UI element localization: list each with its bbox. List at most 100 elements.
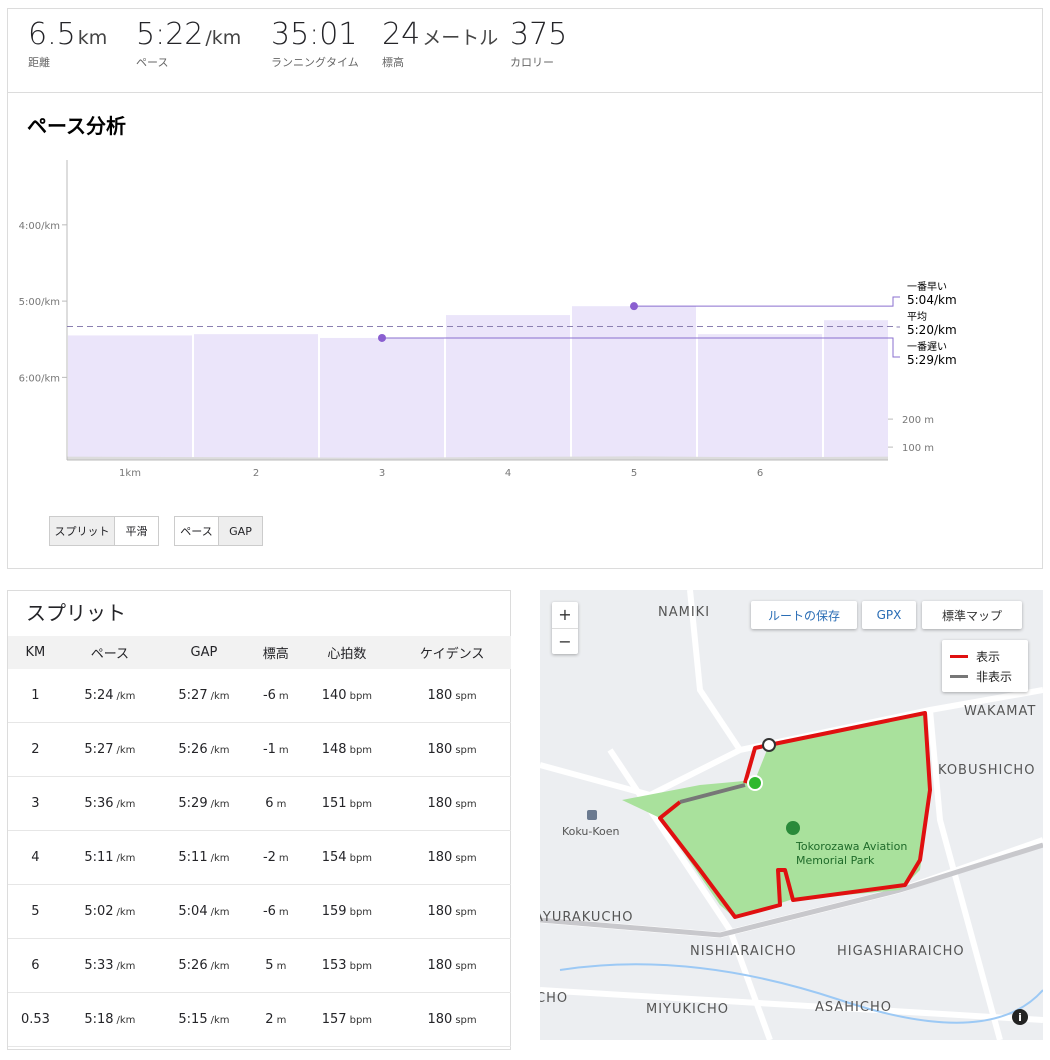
table-cell: 5:11/km bbox=[156, 830, 251, 885]
x-tick-label: 5 bbox=[631, 468, 637, 479]
cell-unit: m bbox=[276, 1015, 287, 1026]
stat-row: 24 メートル bbox=[382, 17, 498, 52]
x-tick-label: 2 bbox=[253, 468, 259, 479]
stat-label: ランニングタイム bbox=[271, 56, 359, 69]
place-label: MIYUKICHO bbox=[646, 1002, 729, 1017]
table-cell: 5:02/km bbox=[62, 884, 157, 939]
cell-value: 5:36 bbox=[84, 796, 114, 811]
route bbox=[658, 711, 932, 919]
cell-value: -6 bbox=[262, 688, 276, 703]
place-label: KOBUSHICHO bbox=[938, 763, 1035, 778]
chart: ペース分析 4:00/km 5:00/km 6:00/km 200 m 100 m 1km… bbox=[19, 114, 957, 479]
chart-title: ペース分析 bbox=[27, 114, 126, 138]
table-cell: -6 m bbox=[250, 884, 301, 939]
table-cell: 5:11/km bbox=[62, 830, 157, 885]
stat-label: 距離 bbox=[28, 56, 50, 69]
route-hidden bbox=[679, 783, 746, 804]
stat-row: 5:22/km bbox=[136, 17, 241, 52]
table-cell: 140 bpm bbox=[300, 669, 394, 723]
stat-row: 35:01 bbox=[271, 17, 359, 52]
annotation-line bbox=[634, 296, 900, 307]
column-header: GAP bbox=[156, 636, 251, 669]
place-label: NAMIKI bbox=[658, 605, 710, 620]
cell-value: 0.53 bbox=[20, 1012, 50, 1027]
rail bbox=[540, 842, 1043, 938]
cell-value: 5:26 bbox=[178, 742, 208, 757]
cell-value: 153 bbox=[321, 958, 347, 973]
cell-value: 5:11 bbox=[178, 850, 208, 865]
table-cell: 5:18/km bbox=[62, 992, 157, 1047]
table-cell: 180 spm bbox=[393, 992, 511, 1047]
table-cell: -1 m bbox=[250, 722, 301, 777]
info-icon bbox=[1012, 1009, 1028, 1025]
table-cell: 157 bpm bbox=[300, 992, 394, 1047]
table-row: 1 5:24/km 5:27/km -6 m 140 bpm 180 spm bbox=[8, 669, 511, 723]
cell-value: 5:18 bbox=[84, 1012, 114, 1027]
table-row: 5 5:02/km 5:04/km -6 m 159 bpm 180 spm bbox=[8, 884, 511, 939]
toggle-button[interactable]: スプリット bbox=[49, 516, 115, 546]
place-label: Koku-Koen bbox=[562, 825, 620, 838]
table-cell: 180 spm bbox=[393, 776, 511, 831]
zoom-out[interactable]: − bbox=[552, 627, 578, 655]
table-title: スプリット bbox=[26, 601, 126, 625]
cell-unit: /km bbox=[116, 907, 136, 918]
cell-unit: m bbox=[278, 691, 289, 702]
cell-value: 5:29 bbox=[178, 796, 208, 811]
cell-value: 5:02 bbox=[84, 904, 114, 919]
cell-unit: /km bbox=[210, 853, 230, 864]
table-cell: 180 spm bbox=[393, 722, 511, 777]
stat: 6.5 km 距離 bbox=[28, 17, 107, 70]
map-button[interactable]: 標準マップ bbox=[922, 601, 1022, 629]
stat-label: カロリー bbox=[510, 56, 554, 69]
table-cell: 5:04/km bbox=[156, 884, 251, 939]
cell-unit: spm bbox=[455, 745, 477, 756]
cell-value: 180 bbox=[427, 742, 453, 757]
cell-value: 1 bbox=[31, 688, 40, 703]
toggle-button[interactable]: 平滑 bbox=[114, 516, 159, 546]
cell-value: 151 bbox=[321, 796, 347, 811]
bar bbox=[446, 315, 570, 460]
map: i NAMIKI WAKAMAT KOBUSHICHO Koku-Koen Tokoro… bbox=[540, 590, 1043, 1040]
cell-unit: /km bbox=[210, 907, 230, 918]
cell-value: -2 bbox=[262, 850, 276, 865]
annotation-dot bbox=[630, 302, 638, 311]
table-cell: -2 m bbox=[250, 830, 301, 885]
y2-tick-label: 100 m bbox=[902, 443, 934, 454]
cell-unit: /km bbox=[116, 691, 136, 702]
cell-value: 5 bbox=[265, 958, 274, 973]
table-cell: 2 bbox=[8, 722, 63, 777]
annotation-line bbox=[382, 337, 900, 358]
start-marker bbox=[747, 775, 763, 791]
map-button[interactable]: GPX bbox=[862, 601, 916, 629]
cell-unit: m bbox=[278, 745, 289, 756]
x-tick-label: 4 bbox=[505, 468, 511, 479]
cell-unit: m bbox=[278, 907, 289, 918]
stat-unit: km bbox=[77, 27, 108, 49]
table-cell: 5:29/km bbox=[156, 776, 251, 831]
splits-table: KM ペース GAP 標高 心拍数 ケイデンス 1 5:24/km 5:27/km -6 m 140 b… bbox=[8, 636, 511, 1047]
table-cell: 5:15/km bbox=[156, 992, 251, 1047]
cell-value: 5:24 bbox=[84, 688, 114, 703]
cell-value: 180 bbox=[427, 1012, 453, 1027]
table-row: 4 5:11/km 5:11/km -2 m 154 bpm 180 spm bbox=[8, 830, 511, 885]
bar bbox=[320, 337, 444, 460]
map-button[interactable]: ルートの保存 bbox=[751, 601, 857, 629]
zoom-in[interactable]: + bbox=[558, 604, 572, 624]
cell-value: 157 bbox=[321, 1012, 347, 1027]
zoom-control: + − bbox=[552, 602, 578, 654]
table-row: 2 5:27/km 5:26/km -1 m 148 bpm 180 spm bbox=[8, 722, 511, 777]
toggle-button[interactable]: ペース bbox=[174, 516, 219, 546]
place-label: NISHIARAICHO bbox=[690, 944, 797, 959]
cell-value: -6 bbox=[262, 904, 276, 919]
cell-value: 180 bbox=[427, 958, 453, 973]
cell-unit: /km bbox=[116, 799, 136, 810]
cell-value: 5:26 bbox=[178, 958, 208, 973]
toggle-button[interactable]: GAP bbox=[218, 516, 263, 546]
table-cell: 6 bbox=[8, 938, 63, 993]
cell-unit: /km bbox=[210, 961, 230, 972]
map-canvas: i NAMIKI WAKAMAT KOBUSHICHO Koku-Koen Tokoro… bbox=[540, 590, 1043, 1040]
place-label: Tokorozawa Aviation bbox=[795, 840, 907, 853]
table-row: 3 5:36/km 5:29/km 6 m 151 bpm 180 spm bbox=[8, 776, 511, 831]
y-tick-label: 4:00/km bbox=[19, 221, 60, 232]
